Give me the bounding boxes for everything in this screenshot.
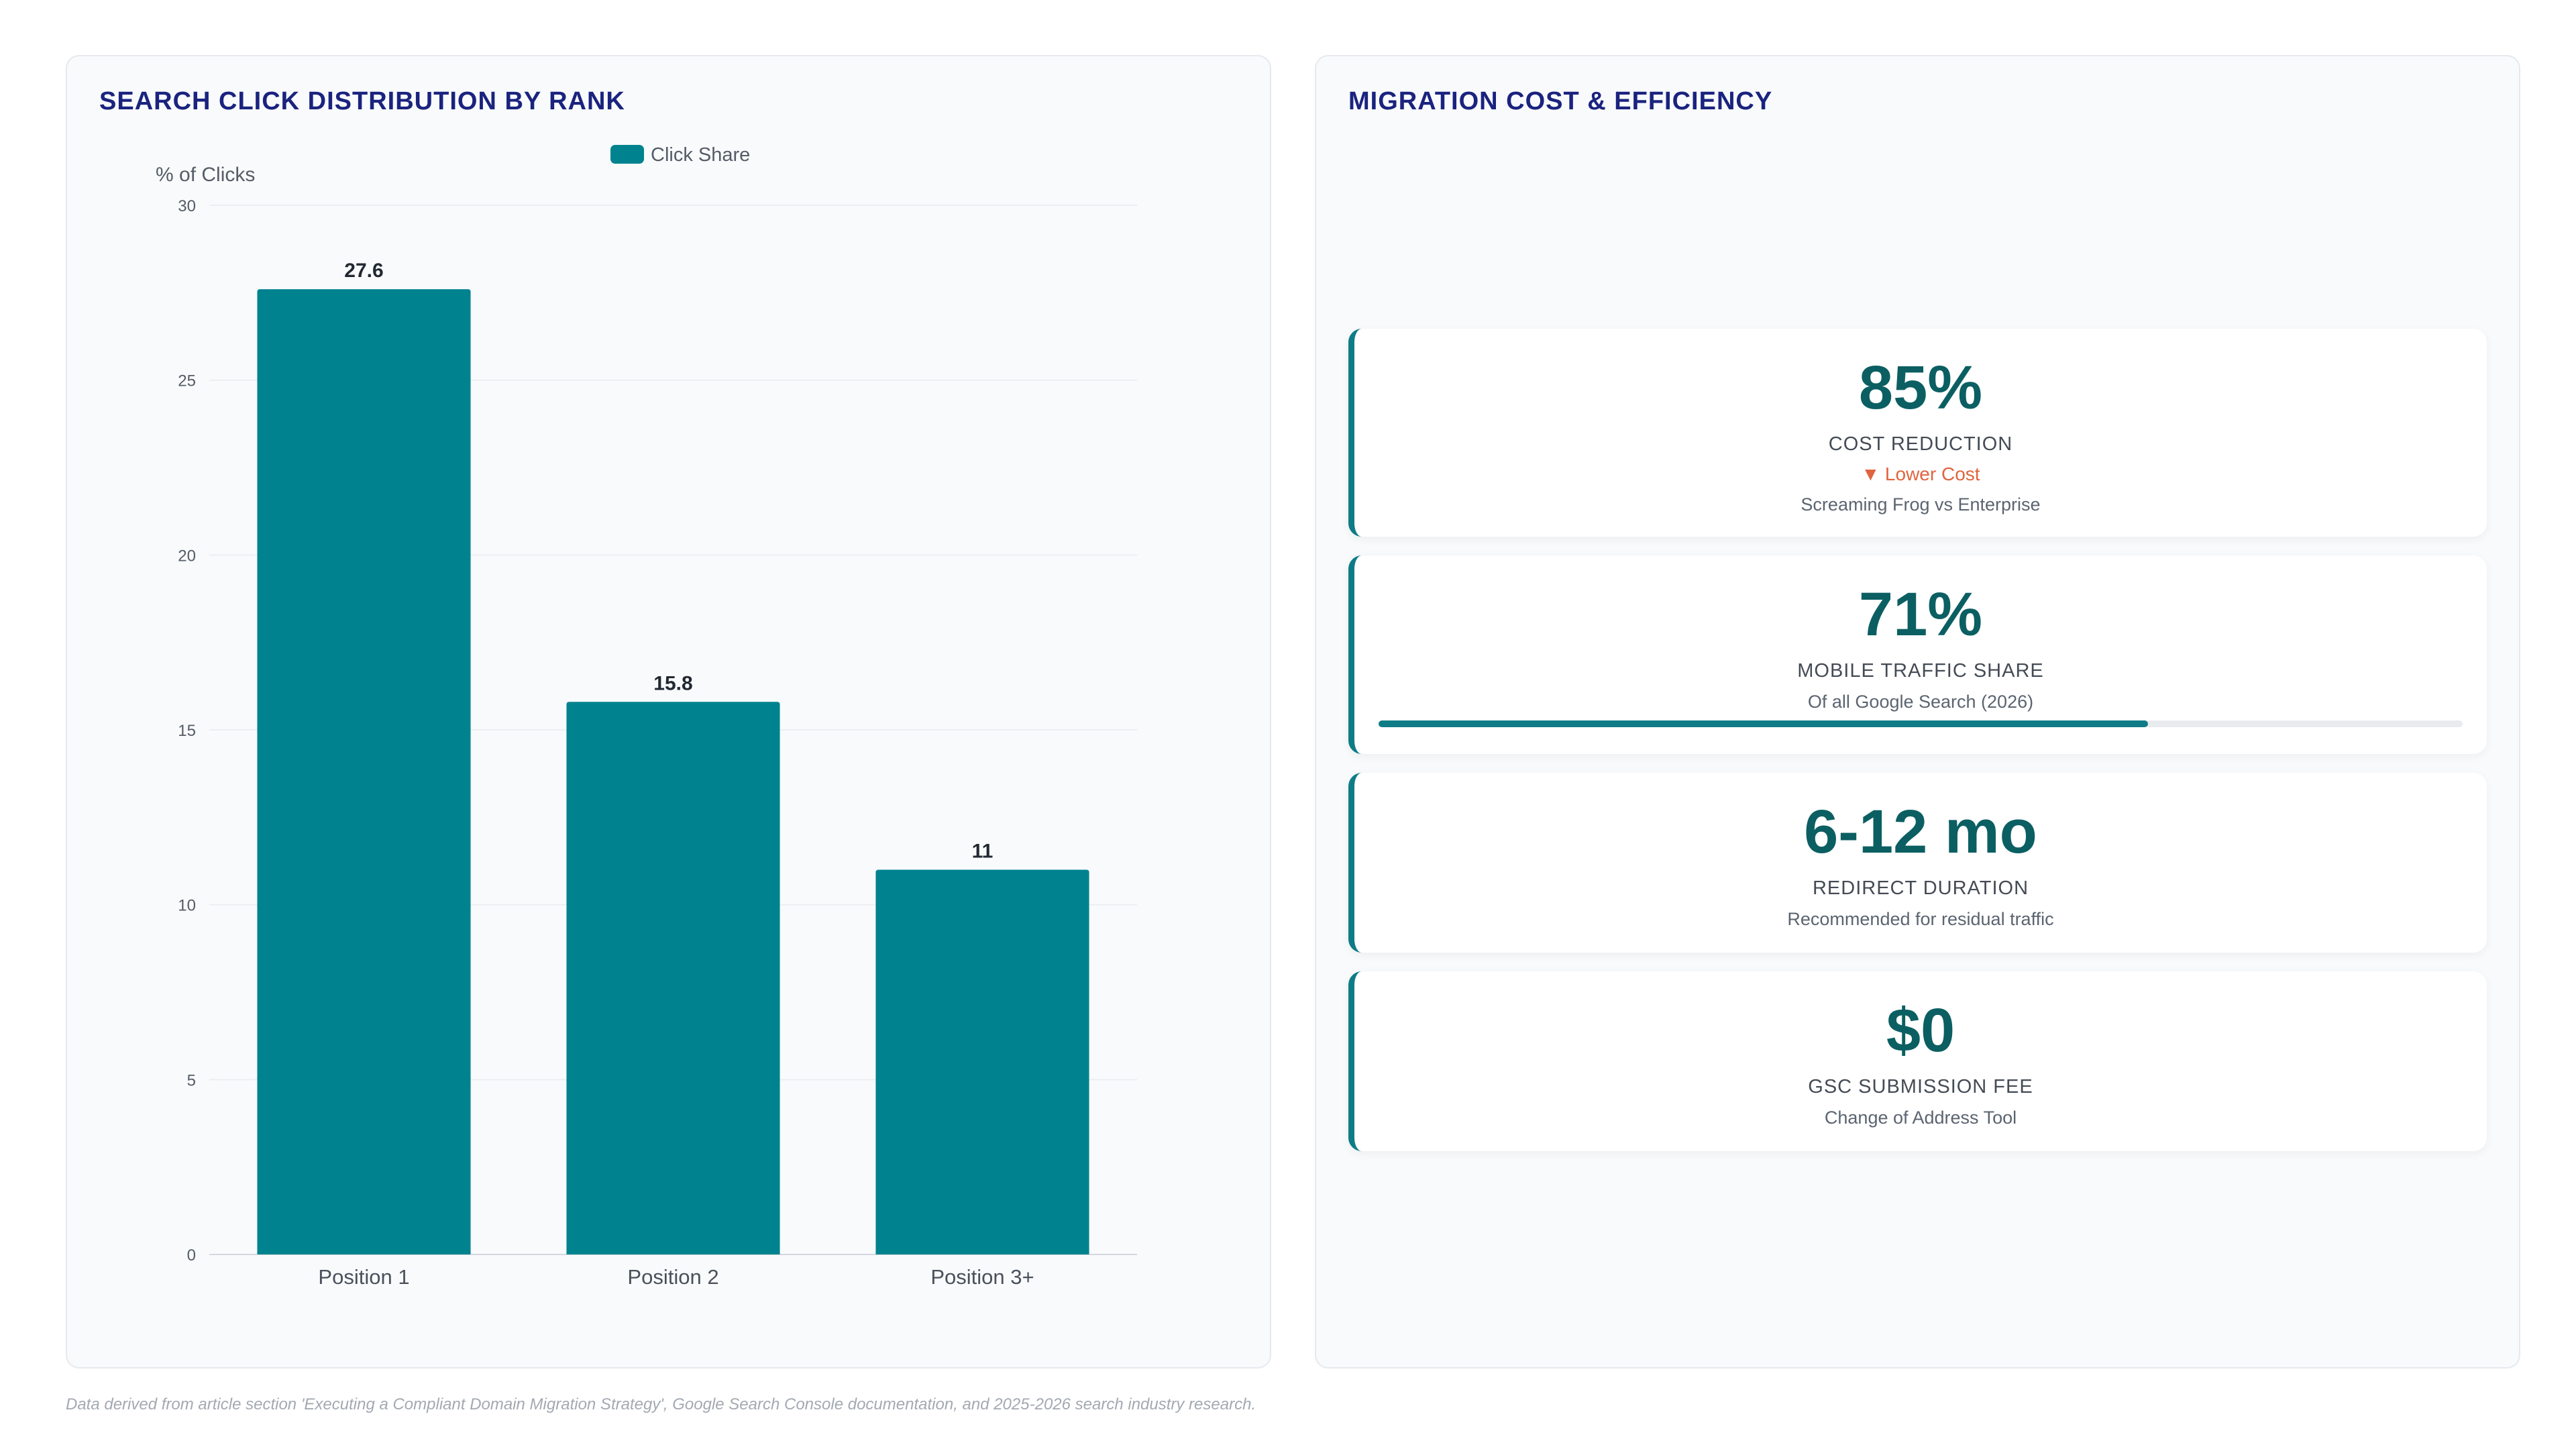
bar-data-label: 27.6 — [344, 260, 383, 282]
y-tick-label: 20 — [178, 547, 196, 565]
legend-label[interactable]: Click Share — [651, 144, 750, 166]
y-tick-label: 0 — [187, 1246, 196, 1265]
metric-card-mobile-traffic: 71% MOBILE TRAFFIC SHARE Of all Google S… — [1348, 555, 2487, 754]
y-axis-label: % of Clicks — [156, 164, 255, 186]
metric-card-cost-reduction: 85% COST REDUCTION ▼ Lower Cost Screamin… — [1348, 329, 2487, 537]
metric-subtext: Change of Address Tool — [1824, 1108, 2017, 1128]
metrics-panel-title: MIGRATION COST & EFFICIENCY — [1348, 87, 1773, 115]
click-distribution-chart: 0 5 10 15 20 25 30 27.6 Position 1 15.8 Position … — [156, 144, 1137, 1289]
chart-panel-title: SEARCH CLICK DISTRIBUTION BY RANK — [99, 87, 625, 115]
y-tick-label: 5 — [187, 1071, 196, 1089]
y-tick-label: 30 — [178, 197, 196, 215]
y-tick-label: 10 — [178, 897, 196, 915]
metric-subtext: Screaming Frog vs Enterprise — [1801, 494, 2041, 515]
metric-value: $0 — [1886, 996, 1955, 1065]
bar-data-label: 11 — [972, 841, 994, 863]
bar-data-label: 15.8 — [653, 672, 692, 694]
x-tick-label: Position 1 — [318, 1265, 409, 1289]
x-tick-label: Position 3+ — [930, 1265, 1034, 1289]
mobile-share-progress-track — [1379, 720, 2463, 727]
metric-subtext: Of all Google Search (2026) — [1807, 692, 2034, 712]
bar[interactable] — [257, 289, 471, 1254]
metric-label: COST REDUCTION — [1828, 433, 2013, 455]
y-tick-label: 25 — [178, 372, 196, 390]
metric-label: GSC SUBMISSION FEE — [1808, 1076, 2033, 1097]
source-footnote: Data derived from article section 'Execu… — [66, 1395, 1256, 1413]
metric-label: MOBILE TRAFFIC SHARE — [1797, 660, 2044, 682]
mobile-share-progress-fill — [1379, 720, 2149, 727]
metric-subtext: Recommended for residual traffic — [1787, 909, 2054, 929]
metrics-panel: MIGRATION COST & EFFICIENCY 85% COST RED… — [1315, 55, 2520, 1368]
bar[interactable] — [566, 702, 780, 1254]
metric-value: 71% — [1858, 580, 1983, 649]
metric-value: 85% — [1858, 354, 1983, 422]
legend-swatch — [610, 145, 644, 164]
metric-label: REDIRECT DURATION — [1812, 877, 2029, 899]
metric-card-redirect-duration: 6-12 mo REDIRECT DURATION Recommended fo… — [1348, 773, 2487, 953]
x-tick-label: Position 2 — [627, 1265, 718, 1289]
metric-trend: ▼ Lower Cost — [1861, 464, 1980, 484]
chart-panel: SEARCH CLICK DISTRIBUTION BY RANK 0 5 10 15… — [66, 55, 1271, 1368]
metric-value: 6-12 mo — [1804, 798, 2037, 866]
y-tick-label: 15 — [178, 722, 196, 740]
metric-card-gsc-fee: $0 GSC SUBMISSION FEE Change of Address … — [1348, 971, 2487, 1151]
bar[interactable] — [875, 869, 1089, 1254]
